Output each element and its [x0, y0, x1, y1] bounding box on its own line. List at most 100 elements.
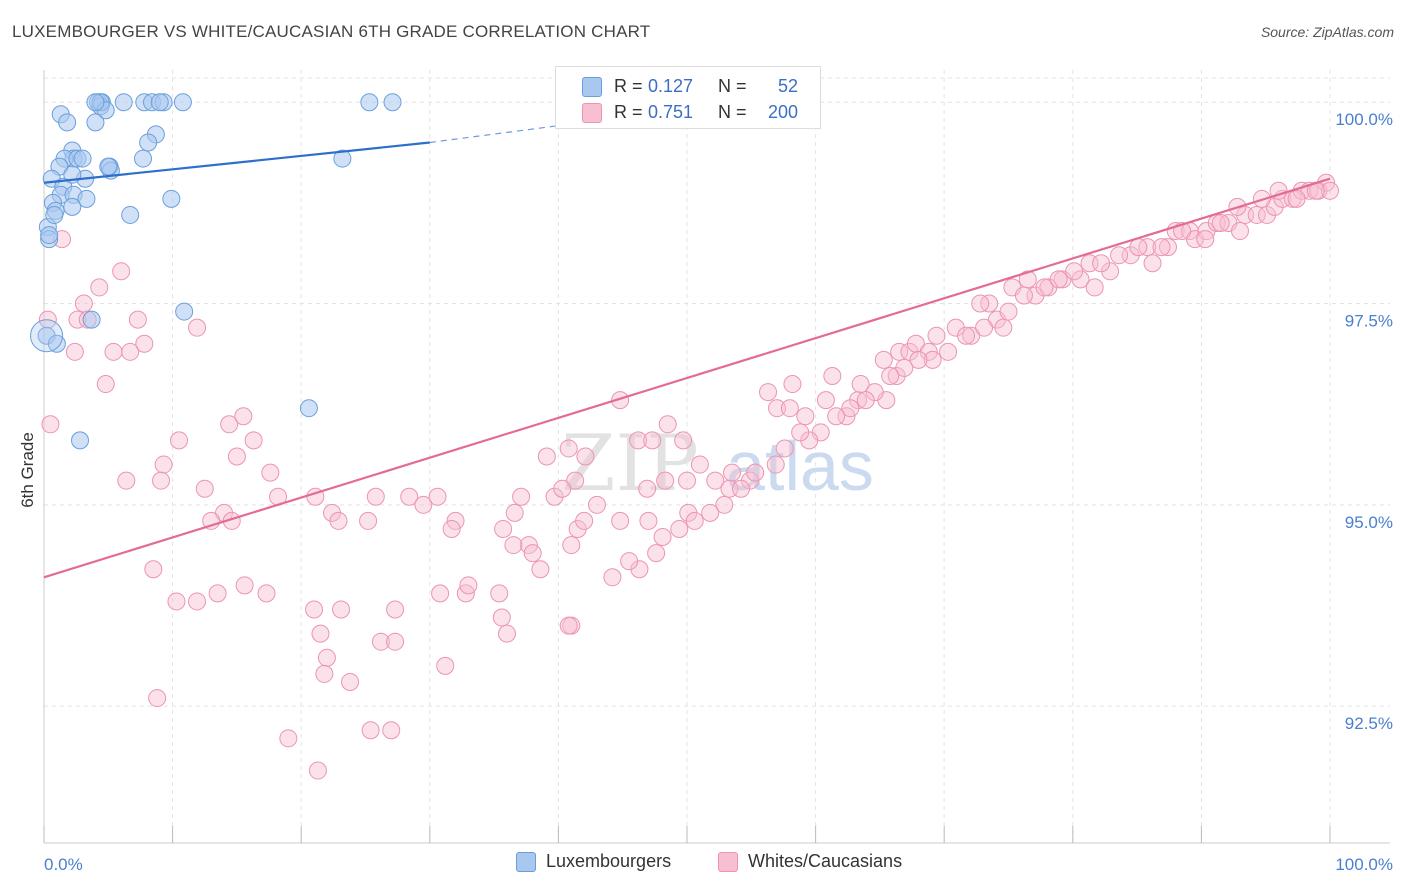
data-point-whites: [796, 407, 815, 426]
legend: Luxembourgers Whites/Caucasians: [0, 851, 1406, 879]
data-point-whites: [629, 431, 648, 450]
n-label: N =: [718, 76, 747, 96]
legend-item-luxembourgers[interactable]: Luxembourgers: [516, 851, 671, 872]
data-point-whites: [329, 511, 348, 530]
r-label: R =: [614, 102, 643, 122]
y-tick-label: 95.0%: [1345, 513, 1393, 532]
data-point-whites: [559, 439, 578, 458]
data-point-whites: [647, 544, 666, 563]
data-point-whites: [939, 342, 958, 361]
data-point-whites: [856, 391, 875, 410]
data-point-luxembourgers: [150, 93, 169, 112]
stats-box: R = 0.127 N = 52 R = 0.751 N = 200: [555, 66, 821, 129]
data-point-whites: [208, 584, 227, 603]
data-point-whites: [1152, 238, 1171, 257]
data-point-whites: [783, 375, 802, 394]
data-point-whites: [1321, 181, 1339, 200]
data-point-whites: [188, 592, 207, 611]
data-point-whites: [1035, 278, 1054, 297]
data-point-luxembourgers: [58, 113, 77, 132]
data-point-whites: [881, 366, 900, 385]
data-point-whites: [167, 592, 186, 611]
data-point-whites: [816, 391, 835, 410]
data-point-whites: [65, 342, 84, 361]
data-point-whites: [428, 487, 447, 506]
data-point-whites: [611, 391, 630, 410]
data-point-luxembourgers: [121, 205, 140, 224]
data-point-whites: [1129, 238, 1148, 257]
data-point-whites: [559, 616, 578, 635]
watermark-zip: ZIP: [561, 419, 699, 509]
data-point-whites: [690, 455, 709, 474]
source-label: Source: ZipAtlas.com: [1261, 24, 1394, 40]
stats-row-whites: R = 0.751 N = 200: [556, 100, 822, 126]
data-point-luxembourgers: [77, 189, 96, 208]
data-point-whites: [566, 471, 585, 490]
data-point-luxembourgers: [40, 226, 59, 245]
data-point-whites: [497, 624, 516, 643]
y-tick-label: 92.5%: [1345, 714, 1393, 733]
blue-swatch: [582, 77, 602, 97]
data-point-whites: [909, 350, 928, 369]
data-point-whites: [851, 375, 870, 394]
r-label: R =: [614, 76, 643, 96]
data-point-luxembourgers: [47, 334, 66, 353]
data-point-whites: [90, 278, 109, 297]
trend-line-luxembourgers-extension: [429, 121, 585, 144]
data-point-whites: [639, 511, 658, 530]
data-point-whites: [442, 519, 461, 538]
data-point-whites: [1247, 205, 1266, 224]
data-point-whites: [746, 463, 765, 482]
data-point-whites: [220, 415, 239, 434]
data-point-whites: [957, 326, 976, 345]
data-point-whites: [791, 423, 810, 442]
x-tick-label: 0.0%: [44, 855, 83, 874]
y-tick-label: 97.5%: [1345, 312, 1393, 331]
tick-labels: 100.0% 97.5% 95.0% 92.5% 0.0% 100.0%: [44, 110, 1393, 874]
data-point-whites: [1049, 270, 1068, 289]
data-point-whites: [706, 471, 725, 490]
data-point-luxembourgers: [114, 93, 133, 112]
data-point-whites: [766, 455, 785, 474]
data-point-whites: [400, 487, 419, 506]
trend-lines: [43, 121, 1331, 579]
data-point-whites: [537, 447, 556, 466]
data-point-whites: [414, 495, 433, 514]
data-point-whites: [257, 584, 276, 603]
data-point-whites: [459, 576, 478, 595]
data-point-whites: [308, 761, 327, 780]
data-point-whites: [553, 479, 572, 498]
data-point-whites: [505, 503, 524, 522]
data-point-whites: [523, 544, 542, 563]
data-point-whites: [1014, 286, 1033, 305]
x-tick-label: 100.0%: [1335, 855, 1393, 874]
data-point-whites: [244, 431, 263, 450]
data-point-whites: [670, 519, 689, 538]
data-point-whites: [723, 463, 742, 482]
data-point-whites: [261, 463, 280, 482]
data-point-whites: [366, 487, 385, 506]
data-point-luxembourgers: [71, 431, 90, 450]
data-point-whites: [512, 487, 531, 506]
data-point-luxembourgers: [299, 399, 318, 418]
data-point-whites: [874, 350, 893, 369]
data-point-luxembourgers: [45, 205, 64, 224]
pink-swatch: [582, 103, 602, 123]
trend-line-luxembourgers: [43, 141, 430, 184]
data-point-whites: [1196, 230, 1215, 249]
data-point-whites: [715, 495, 734, 514]
grid-lines: [44, 70, 1390, 843]
data-point-whites: [317, 648, 336, 667]
data-point-luxembourgers: [139, 133, 158, 152]
data-point-luxembourgers: [63, 197, 82, 216]
r-value: 0.751: [648, 102, 694, 122]
data-point-whites: [74, 294, 93, 313]
legend-item-whites[interactable]: Whites/Caucasians: [718, 851, 902, 872]
data-point-whites: [999, 302, 1018, 321]
data-point-whites: [494, 519, 513, 538]
data-point-whites: [658, 415, 677, 434]
data-point-whites: [823, 366, 842, 385]
data-point-whites: [492, 608, 511, 627]
n-value: 52: [777, 76, 798, 96]
